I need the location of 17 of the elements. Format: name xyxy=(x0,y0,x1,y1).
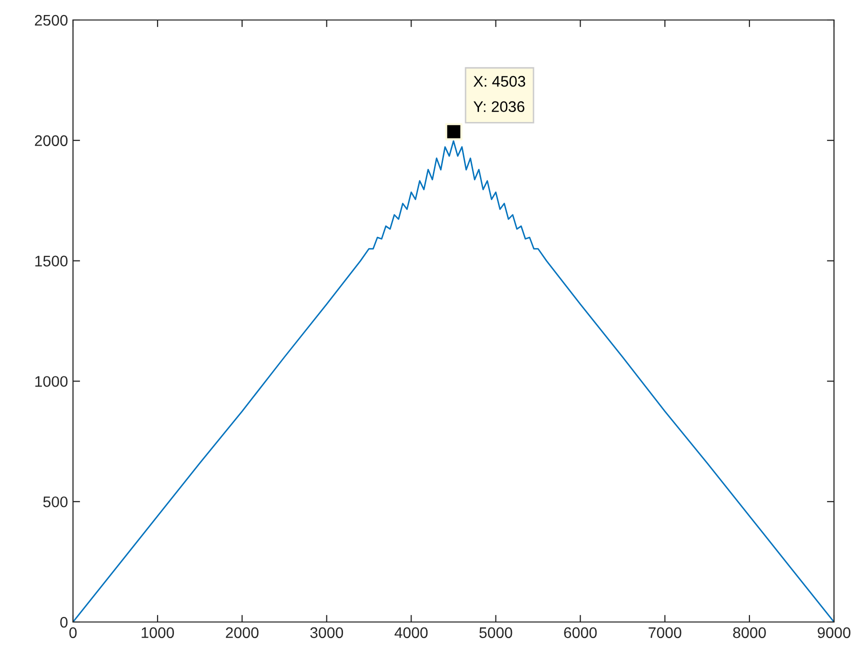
x-tick-label: 2000 xyxy=(226,627,259,638)
x-tick-label: 6000 xyxy=(564,627,597,638)
y-tick-label: 500 xyxy=(43,496,68,508)
x-tick-label: 9000 xyxy=(818,627,850,638)
y-tick-label: 1500 xyxy=(35,256,68,266)
x-tick-label: 7000 xyxy=(648,627,682,638)
x-tick-label: 8000 xyxy=(733,627,766,638)
x-tick-label: 1000 xyxy=(142,627,174,638)
x-tick-label: 5000 xyxy=(479,627,512,638)
y-tick-label: 1000 xyxy=(35,376,68,387)
x-tick-label: 3000 xyxy=(310,627,344,638)
y-tick-label: 2000 xyxy=(34,135,68,146)
x-tick-label: 4000 xyxy=(394,627,428,638)
y-tick-label: 0 xyxy=(60,616,68,628)
annotation: X: 4503 Y: 2036 xyxy=(474,76,526,112)
y-tick-label: 2500 xyxy=(34,14,68,26)
x-tick-label: 0 xyxy=(69,627,77,638)
